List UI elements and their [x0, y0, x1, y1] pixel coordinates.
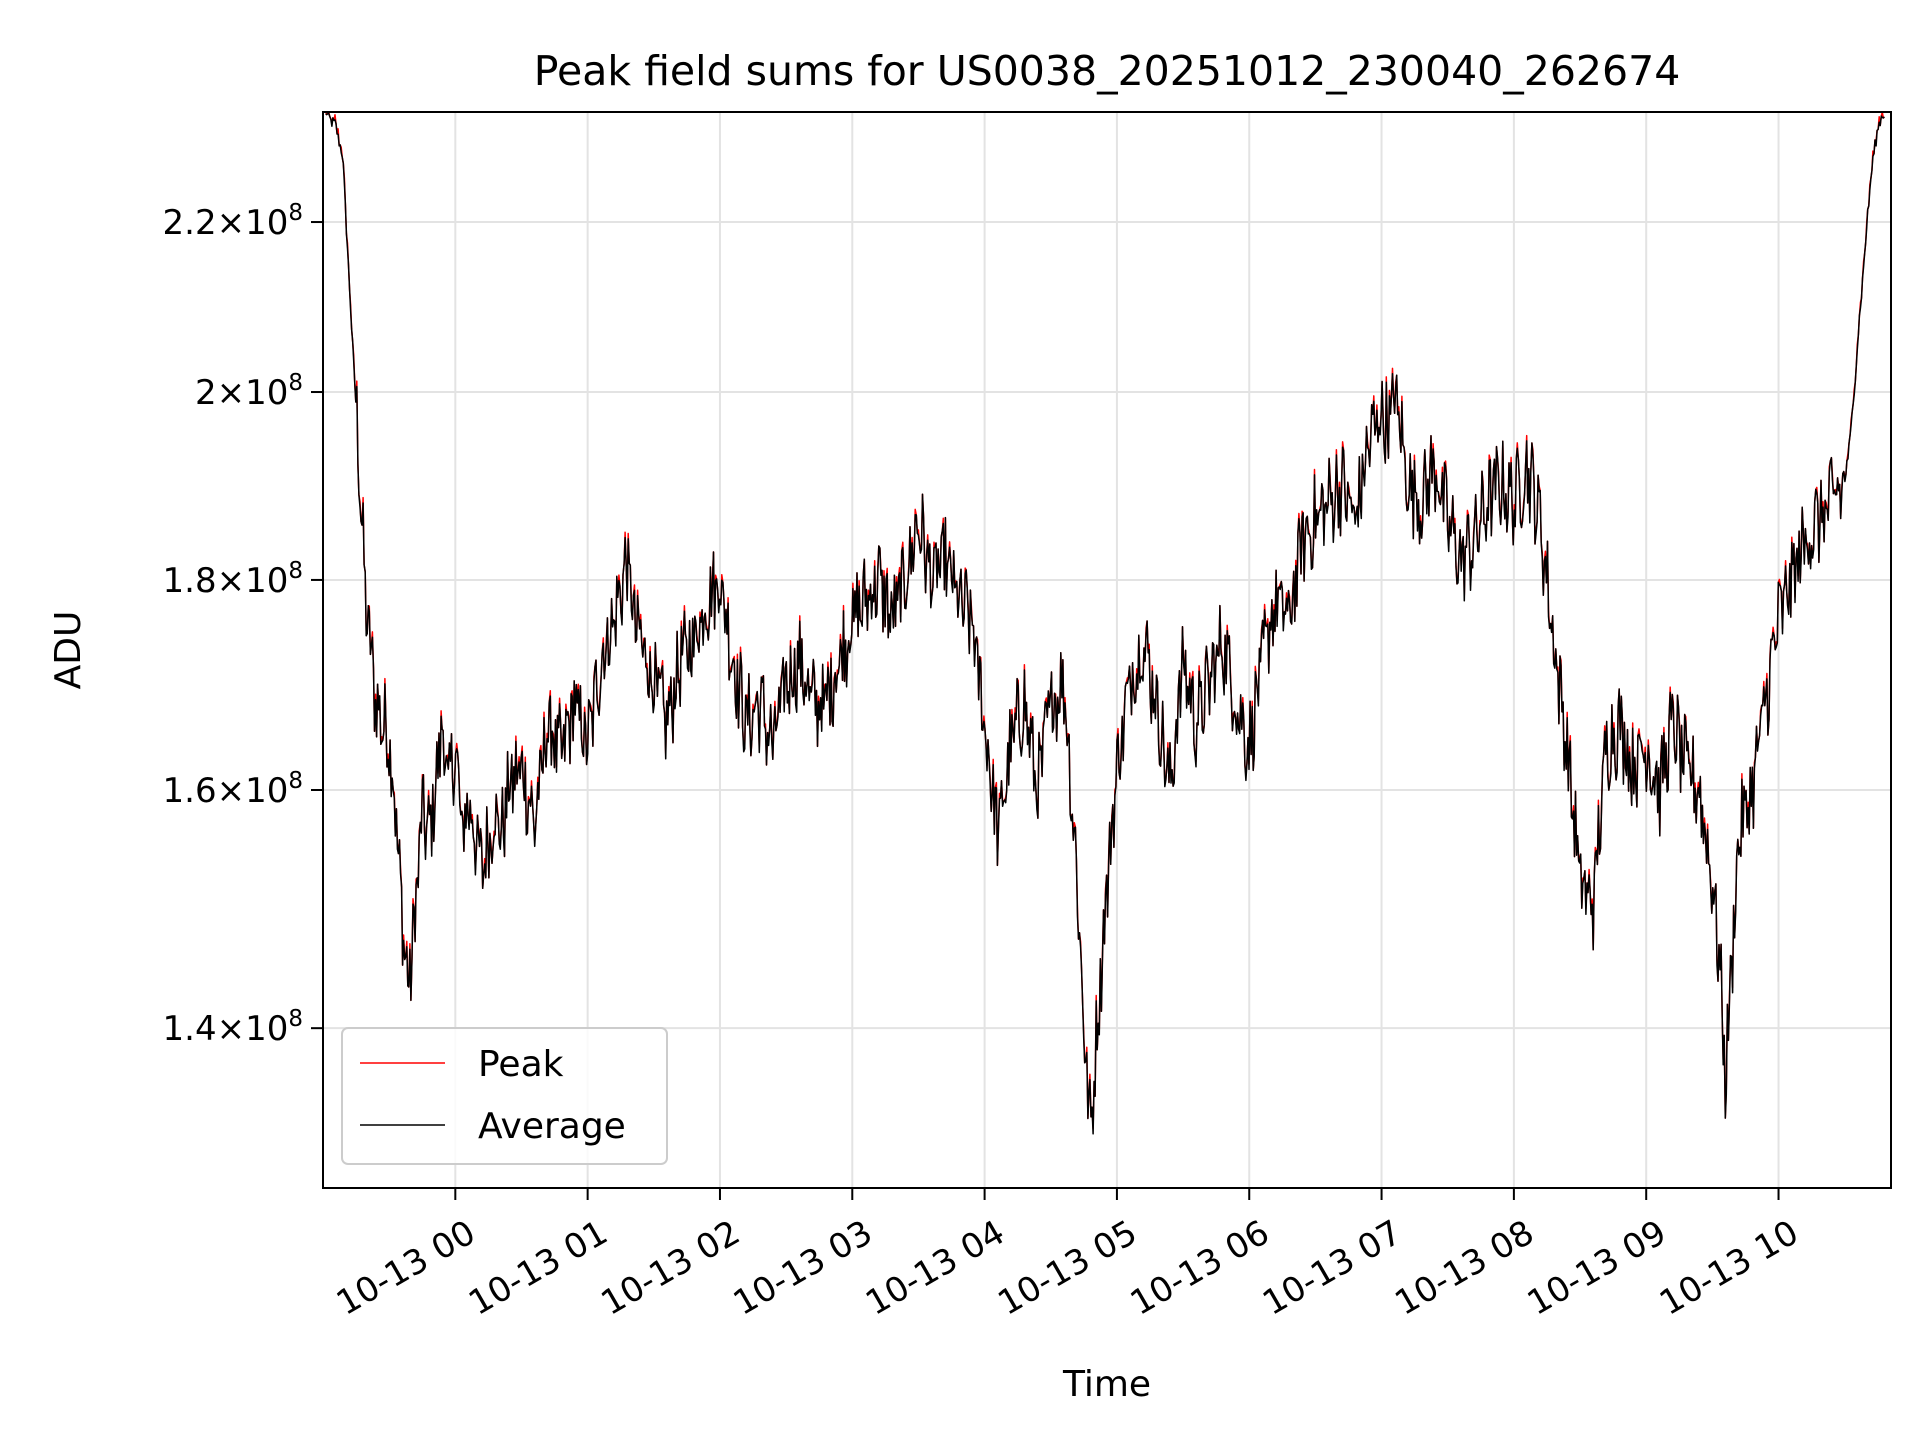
y-tick-label: 1.6×108 — [163, 768, 303, 811]
x-axis-label: Time — [1062, 1364, 1151, 1405]
series-layer — [324, 111, 1885, 1135]
plot-frame — [322, 111, 1892, 1189]
y-tick-label: 2×108 — [195, 370, 303, 413]
legend-box — [341, 1027, 668, 1165]
y-tick-label: 2.2×108 — [163, 200, 303, 243]
legend-average-label: Average — [478, 1106, 626, 1147]
legend: Peak Average — [341, 1027, 668, 1165]
y-tick-label: 1.4×108 — [163, 1006, 303, 1049]
legend-peak-label: Peak — [478, 1044, 564, 1085]
y-tick-label: 1.8×108 — [163, 558, 303, 601]
chart-title: Peak field sums for US0038_20251012_2300… — [534, 47, 1681, 95]
y-axis: 1.4×108 1.6×108 1.8×108 2×108 2.2×108 — [163, 200, 323, 1049]
grid — [323, 112, 1891, 1188]
series-line-average — [325, 113, 1885, 1135]
y-axis-label: ADU — [48, 611, 89, 690]
